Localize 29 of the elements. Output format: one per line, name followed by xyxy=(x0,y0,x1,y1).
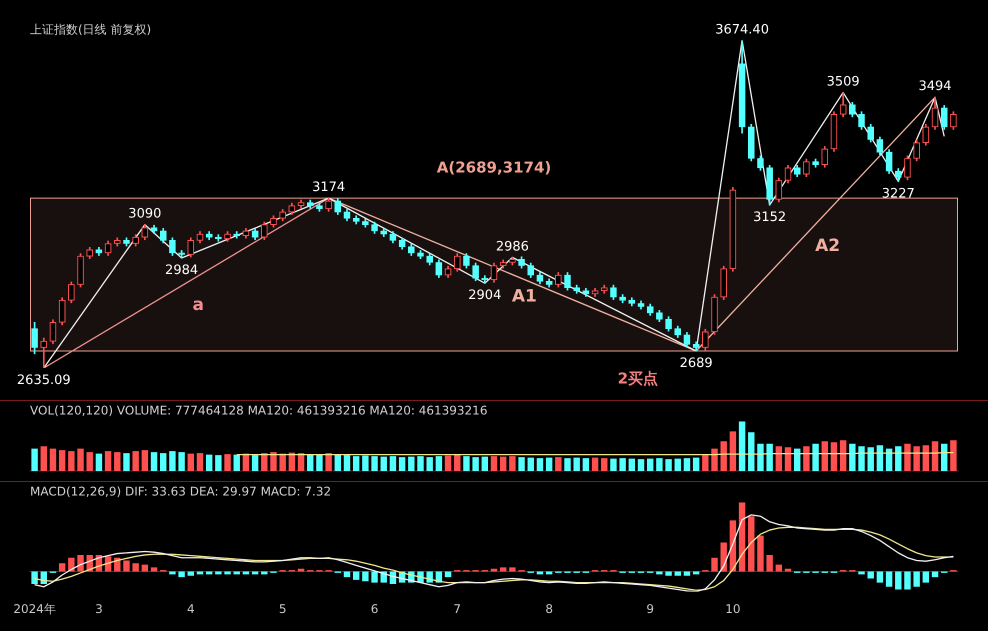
data-label: 2986 xyxy=(496,239,529,254)
series-label: a xyxy=(192,294,204,315)
series-label: A1 xyxy=(512,286,537,306)
chart-title: VOL(120,120) VOLUME: 777464128 MA120: 461393216 MA120: 461393216 xyxy=(30,403,488,418)
x-tick-label: 7 xyxy=(453,602,462,616)
data-label: 3090 xyxy=(128,206,162,222)
chart-title: 上证指数(日线 前复权) xyxy=(30,22,152,36)
data-label: 2904 xyxy=(468,288,502,304)
data-label: 3494 xyxy=(918,79,952,94)
x-tick-label: 9 xyxy=(646,602,654,616)
data-label: 2984 xyxy=(165,262,198,278)
chart-title: MACD(12,26,9) DIF: 33.63 DEA: 29.97 MACD: 7.32 xyxy=(30,484,332,498)
data-label: 3227 xyxy=(882,186,915,202)
x-tick-label: 3 xyxy=(95,602,103,616)
x-tick-label: 6 xyxy=(370,602,378,616)
x-tick-label: 5 xyxy=(278,602,286,616)
data-label: 2635.09 xyxy=(16,372,71,388)
x-tick-label: 8 xyxy=(545,602,553,616)
data-label: 3509 xyxy=(826,74,860,90)
x-tick-label: 10 xyxy=(725,602,741,616)
x-tick-label: 2024年 xyxy=(13,602,56,616)
band-label: A(2689,3174) xyxy=(436,158,552,177)
data-label: 2689 xyxy=(680,356,713,371)
data-label: 3674.40 xyxy=(715,22,769,38)
text: 2买点 xyxy=(618,369,658,388)
data-label: 3174 xyxy=(312,180,346,196)
x-tick-label: 4 xyxy=(186,602,195,616)
data-label: 3152 xyxy=(753,210,786,225)
series-label: A2 xyxy=(815,236,840,256)
